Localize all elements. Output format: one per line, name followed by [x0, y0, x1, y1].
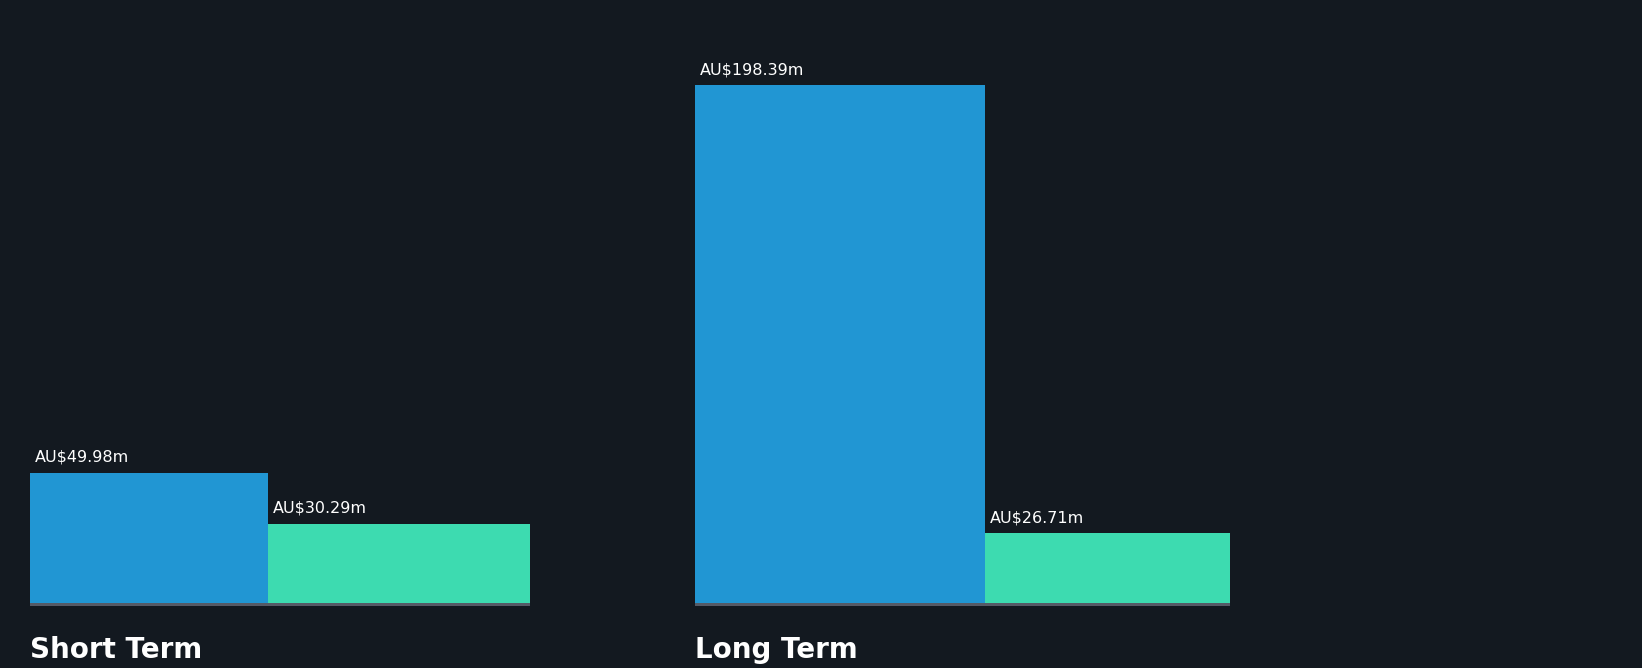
- Text: Long Term: Long Term: [695, 636, 857, 664]
- Text: Short Term: Short Term: [30, 636, 202, 664]
- Text: Liabilities: Liabilities: [995, 545, 1085, 563]
- Text: Liabilities: Liabilities: [277, 536, 369, 554]
- Text: Assets: Assets: [39, 484, 102, 502]
- Text: AU$198.39m: AU$198.39m: [699, 62, 805, 77]
- Text: AU$30.29m: AU$30.29m: [273, 501, 366, 516]
- Text: Assets: Assets: [704, 98, 767, 116]
- Text: AU$26.71m: AU$26.71m: [990, 510, 1084, 525]
- Text: AU$49.98m: AU$49.98m: [34, 450, 130, 464]
